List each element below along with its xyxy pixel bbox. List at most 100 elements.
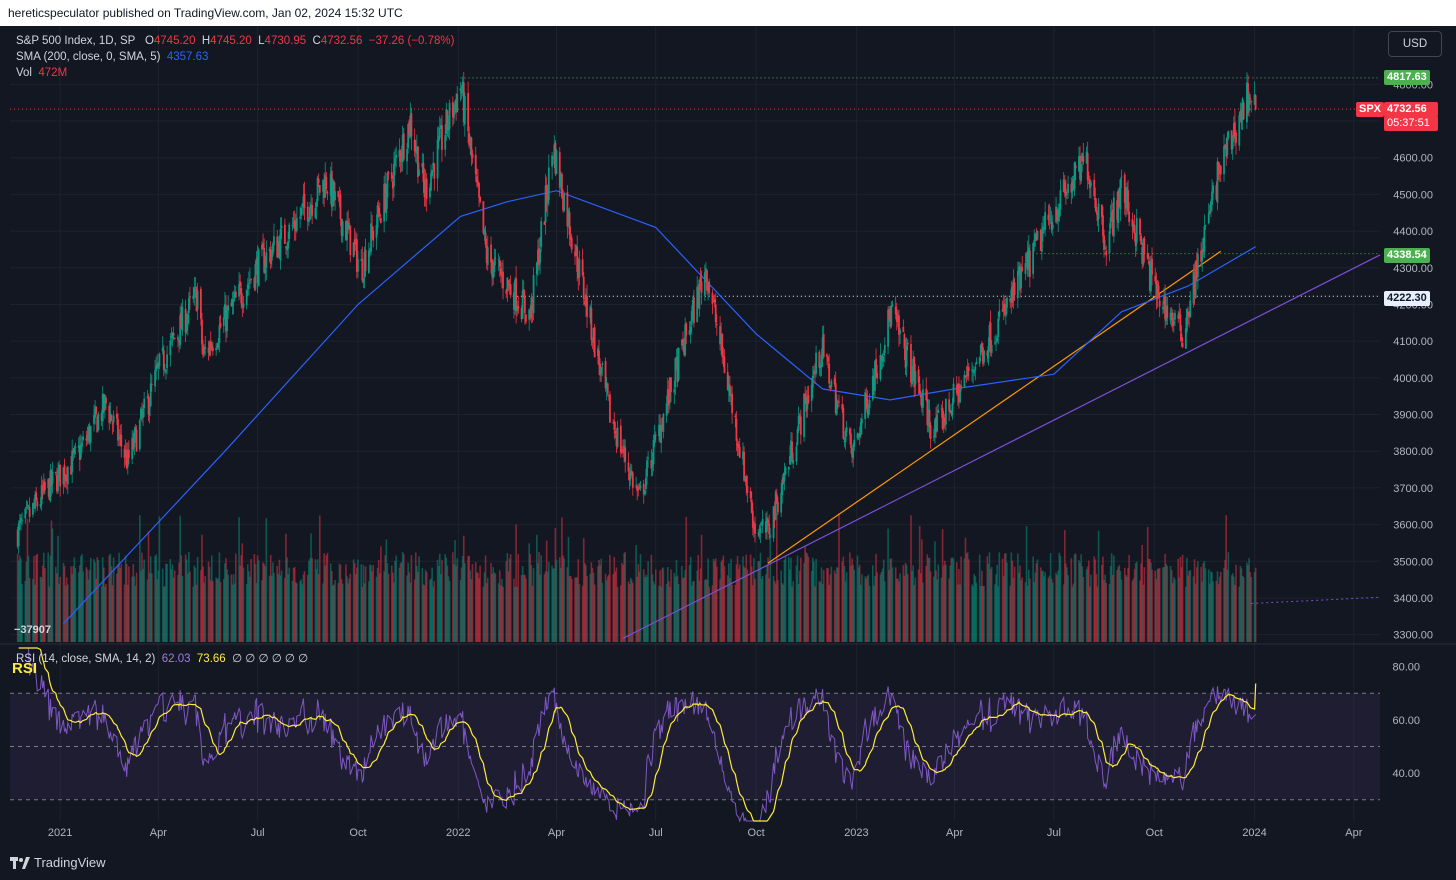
- volume-bar: [96, 557, 99, 642]
- volume-bar: [704, 580, 706, 642]
- volume-bar: [891, 567, 894, 642]
- candle-body: [1164, 295, 1167, 320]
- x-tick-label: Jul: [1047, 827, 1061, 839]
- candle-body: [856, 433, 859, 439]
- volume-bar: [1217, 584, 1220, 642]
- candle-body: [391, 181, 394, 189]
- volume-bar: [645, 574, 647, 642]
- price-chart[interactable]: 3300.003400.003500.003600.003700.003800.…: [0, 26, 1456, 846]
- candle-body: [268, 248, 271, 251]
- candle-body: [766, 517, 768, 532]
- candle-body: [1184, 328, 1187, 349]
- volume-bar: [240, 555, 243, 642]
- volume-bar: [378, 573, 381, 642]
- currency-button[interactable]: USD: [1388, 31, 1442, 57]
- candle-body: [874, 360, 876, 391]
- candle-body: [738, 446, 741, 458]
- volume-bar: [737, 569, 740, 642]
- volume-bar: [48, 586, 51, 642]
- candle-body: [82, 436, 84, 440]
- volume-bar: [1080, 554, 1082, 642]
- volume-bar: [508, 558, 511, 642]
- volume-bar: [82, 571, 84, 642]
- candle-body: [669, 377, 671, 403]
- volume-bar: [874, 576, 876, 642]
- candle-body: [56, 474, 58, 492]
- candle-body: [1088, 179, 1091, 189]
- candle-body: [651, 462, 654, 467]
- candle-body: [242, 303, 245, 308]
- volume-bar: [859, 584, 862, 642]
- volume-bar: [650, 554, 653, 642]
- rsi-legend: RSI (14, close, SMA, 14, 2) 62.03 73.66 …: [16, 653, 309, 665]
- candle-body: [102, 394, 105, 411]
- candle-body: [826, 354, 828, 357]
- volume-bar: [500, 585, 502, 642]
- candle-body: [131, 437, 134, 460]
- volume-bar: [132, 564, 135, 642]
- volume-bar: [273, 572, 275, 642]
- candle-body: [683, 342, 685, 355]
- volume-bar: [85, 567, 88, 642]
- candle-body: [70, 465, 72, 475]
- candle-body: [216, 345, 219, 347]
- volume-bar: [117, 564, 119, 642]
- volume-bar: [345, 564, 347, 642]
- volume-bar: [804, 546, 806, 642]
- candle-body: [696, 286, 699, 322]
- volume-bar: [697, 555, 700, 642]
- candle-body: [1133, 225, 1136, 234]
- volume-bar: [994, 584, 996, 642]
- tradingview-logo[interactable]: TradingView: [10, 855, 106, 870]
- volume-bar: [1203, 560, 1206, 642]
- volume-bar: [1113, 555, 1115, 642]
- volume-bar: [27, 555, 30, 642]
- volume-bar: [797, 583, 800, 642]
- candle-body: [407, 123, 410, 149]
- candle-body: [597, 348, 599, 357]
- volume-bar: [440, 574, 442, 642]
- x-tick-label: Oct: [748, 827, 765, 839]
- candle-body: [54, 471, 57, 473]
- volume-bar: [706, 579, 708, 642]
- support-tag-1: 4338.54: [1384, 248, 1430, 263]
- candle-body: [277, 241, 280, 256]
- volume-bar: [148, 572, 151, 642]
- candle-body: [928, 409, 931, 428]
- candle-body: [612, 422, 615, 424]
- candle-body: [477, 180, 479, 186]
- candle-body: [431, 170, 434, 176]
- volume-bar: [1128, 554, 1130, 642]
- candle-body: [1067, 183, 1069, 194]
- volume-bar: [422, 584, 425, 642]
- candle-body: [132, 439, 135, 450]
- volume-bar: [714, 558, 717, 642]
- volume-bar: [1166, 565, 1169, 642]
- volume-bar: [1123, 567, 1126, 642]
- candle-body: [1250, 101, 1253, 103]
- candle-body: [751, 510, 754, 528]
- volume-bar: [731, 584, 733, 642]
- candle-body: [662, 414, 665, 432]
- volume-bar: [582, 538, 585, 642]
- volume-bar: [769, 527, 772, 642]
- volume-bar: [483, 572, 486, 642]
- candle-body: [1057, 215, 1060, 221]
- volume-bar: [598, 560, 600, 642]
- volume-bar: [1154, 570, 1157, 642]
- candle-body: [333, 181, 335, 201]
- volume-bar: [517, 554, 520, 642]
- candle-body: [425, 178, 428, 200]
- candle-body: [891, 304, 894, 306]
- candle-body: [491, 259, 494, 277]
- x-tick-label: Jul: [649, 827, 663, 839]
- volume-bar: [88, 570, 91, 642]
- candle-body: [376, 205, 379, 229]
- candle-body: [790, 440, 792, 459]
- candle-body: [255, 258, 258, 266]
- volume-bar: [873, 585, 875, 642]
- volume-bar: [241, 543, 244, 642]
- candle-body: [998, 310, 1001, 317]
- volume-bar: [624, 552, 626, 642]
- candle-body: [917, 369, 920, 383]
